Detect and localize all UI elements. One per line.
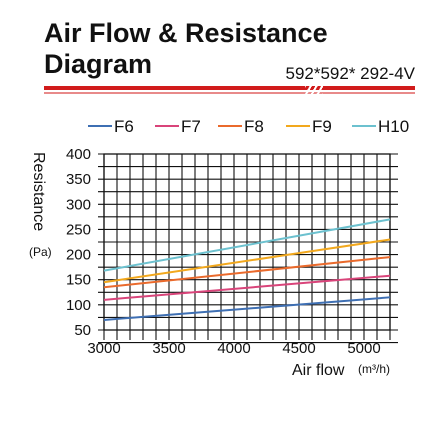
x-tick-labels: 3000 3500 4000 4500 5000 <box>87 340 380 357</box>
series-line-f9 <box>103 238 391 284</box>
series-line-f6 <box>103 296 391 321</box>
series-line-f7 <box>103 274 391 301</box>
legend-label-f6: F6 <box>114 117 134 136</box>
series-line-f8 <box>103 256 391 289</box>
chart-title-line1: Air Flow & Resistance <box>44 18 328 48</box>
x-tick-label: 3500 <box>152 340 185 357</box>
legend-label-f8: F8 <box>244 117 264 136</box>
x-tick-label: 4000 <box>217 340 250 357</box>
x-axis-label: Air flow <box>292 362 345 379</box>
x-axis-unit: (m³/h) <box>358 362 390 376</box>
y-tick-label: 350 <box>66 171 91 188</box>
y-tick-label: 100 <box>66 297 91 314</box>
series-line-h10 <box>103 218 391 272</box>
x-tick-label: 3000 <box>87 340 120 357</box>
legend: F6 F7 F8 F9 H10 <box>88 117 409 136</box>
y-tick-label: 200 <box>66 247 91 264</box>
legend-label-f9: F9 <box>312 117 332 136</box>
x-tick-label: 4500 <box>282 340 315 357</box>
y-tick-labels: 50 100 150 200 250 300 350 400 <box>66 146 91 339</box>
title-rule-thin <box>44 92 415 94</box>
grid <box>98 153 398 344</box>
chart-title: Air Flow & Resistance Diagram <box>44 18 328 80</box>
y-tick-label: 250 <box>66 221 91 238</box>
y-tick-label: 400 <box>66 146 91 163</box>
x-tick-label: 5000 <box>347 340 380 357</box>
model-label: 592*592* 292-4V <box>285 64 415 83</box>
chart-title-line2: Diagram <box>44 49 153 79</box>
series-lines <box>103 218 391 321</box>
y-tick-label: 150 <box>66 272 91 289</box>
legend-label-f7: F7 <box>181 117 201 136</box>
plot-frame <box>103 153 391 331</box>
y-tick-label: 50 <box>74 322 91 339</box>
y-axis-label: Resistance <box>30 152 47 231</box>
title-rule-ornament <box>305 84 323 94</box>
title-rule <box>44 86 415 90</box>
legend-label-h10: H10 <box>378 117 409 136</box>
y-axis-unit: (Pa) <box>29 245 52 259</box>
y-tick-label: 300 <box>66 196 91 213</box>
